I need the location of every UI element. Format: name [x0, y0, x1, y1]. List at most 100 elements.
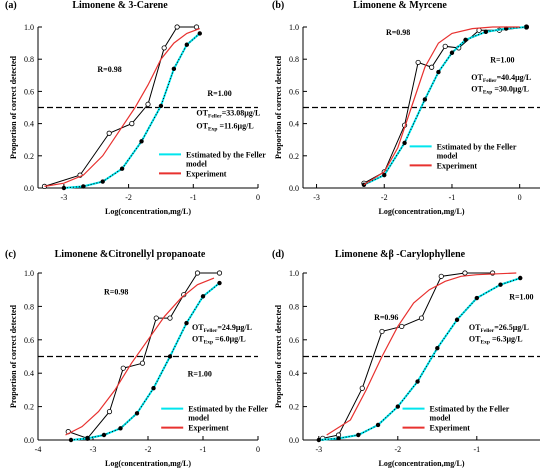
data-point — [356, 432, 361, 438]
data-point — [483, 29, 489, 35]
ot-subscript: Exp — [204, 339, 213, 345]
threshold-annotation: OTFeller=33.08μg/L — [196, 109, 260, 120]
y-tick-label: 0.6 — [24, 336, 34, 345]
data-point — [462, 270, 468, 276]
y-tick-label: 0.4 — [289, 369, 299, 378]
y-tick-label: 0.0 — [289, 436, 299, 445]
series-line — [363, 26, 527, 184]
y-tick-label: 0.8 — [24, 55, 34, 64]
x-tick-label: -2 — [125, 193, 132, 202]
ot-prefix: OT — [196, 121, 208, 130]
data-point — [442, 43, 448, 49]
y-tick-label: 0.0 — [24, 184, 34, 193]
data-point — [217, 280, 222, 286]
legend-label: Estimated by the Feller model — [186, 150, 268, 168]
data-point — [101, 432, 107, 438]
y-tick-label: 0.8 — [289, 302, 299, 311]
y-tick-label: 0.4 — [289, 120, 299, 129]
panel: (a) Limonene & 3-Carene 0.0 0.2 0.4 0.6 0.8 1.0… — [5, 0, 268, 216]
y-tick-label: 1.0 — [289, 269, 299, 278]
ot-value: =11.6μg/L — [217, 121, 253, 130]
data-point — [158, 103, 164, 109]
ot-prefix: OT — [192, 323, 204, 332]
y-tick-label: 1.0 — [24, 23, 34, 32]
ot-subscript: Feller — [204, 328, 218, 334]
threshold-annotation: OTExp =6.0μg/L — [192, 334, 246, 345]
data-point — [161, 45, 167, 51]
ot-value: =40.4μg/L — [497, 73, 532, 82]
data-point — [106, 409, 113, 415]
x-tick-label: -2 — [394, 445, 401, 454]
data-point — [68, 437, 74, 443]
x-axis-label: Log(concentration,mg/L) — [379, 207, 465, 216]
x-axis-label: Log(concentration,mg/L) — [105, 459, 191, 468]
y-axis-label: Proportion of correct detected — [274, 55, 283, 159]
threshold-annotation: OTExp =30.0μg/L — [471, 84, 529, 95]
data-point — [145, 101, 151, 107]
y-tick-label: 0.6 — [289, 87, 299, 96]
panel-label: (c) — [5, 249, 16, 260]
data-point — [151, 386, 156, 391]
legend-label: Experiment — [430, 424, 471, 433]
data-point — [518, 275, 523, 281]
x-axis-label: Log(concentration,mg/L) — [105, 207, 191, 216]
y-tick-label: 0.0 — [289, 184, 299, 193]
annotation: R=0.98 — [386, 28, 410, 37]
data-point — [184, 320, 189, 326]
ot-subscript: Exp — [480, 339, 489, 345]
data-point — [463, 37, 468, 43]
panel-label: (b) — [272, 0, 284, 11]
x-tick-label: 0 — [518, 193, 522, 202]
series-line — [63, 32, 201, 189]
data-point — [193, 24, 200, 30]
panel-label: (a) — [5, 0, 17, 11]
series-dotted-overlay — [318, 277, 521, 441]
x-tick-label: -1 — [473, 445, 480, 454]
data-point — [359, 385, 365, 391]
series-line — [326, 272, 517, 436]
data-point — [106, 130, 112, 136]
annotation: R=1.00 — [188, 370, 212, 379]
data-point — [153, 315, 159, 321]
annotation: R=0.98 — [97, 65, 121, 74]
ot-prefix: OT — [471, 84, 483, 93]
series-dotted-overlay — [70, 282, 220, 441]
panel: (b) Limonene & Myrcene 0.0 0.2 0.4 0.6 0.8 1.0 -… — [272, 0, 540, 216]
data-point — [379, 328, 385, 335]
data-point — [139, 360, 146, 366]
data-point — [422, 97, 428, 102]
threshold-annotation: OTExp =11.6μg/L — [196, 121, 253, 132]
data-point — [61, 185, 67, 191]
data-point — [171, 66, 177, 72]
x-axis-label: Log(concentration,mg/L) — [379, 459, 465, 468]
series-line — [65, 277, 215, 436]
data-point — [375, 422, 381, 428]
ot-subscript: Exp — [483, 89, 492, 95]
data-point — [399, 323, 405, 330]
x-tick-label: -2 — [381, 193, 388, 202]
annotation: R=0.96 — [374, 313, 398, 322]
data-point — [216, 270, 223, 276]
panel-label: (d) — [272, 249, 284, 260]
y-tick-label: 0.2 — [24, 152, 34, 161]
data-point — [402, 140, 407, 146]
ot-value: =30.0μg/L — [492, 84, 529, 93]
panel-title: Limonene & 3-Carene — [72, 0, 168, 11]
data-point — [395, 404, 400, 409]
data-point — [85, 436, 90, 441]
legend-label: Experiment — [437, 161, 478, 170]
series-line — [318, 277, 521, 441]
ot-value: =6.0μg/L — [213, 334, 246, 343]
ot-prefix: OT — [469, 334, 481, 343]
legend-label: Estimated by the Feller model — [188, 405, 270, 423]
data-point — [184, 42, 190, 47]
x-tick-label: -3 — [315, 445, 322, 454]
data-point — [415, 379, 420, 384]
data-point — [382, 172, 387, 178]
data-point — [429, 64, 435, 70]
series-line — [68, 272, 220, 439]
ot-value: =24.9μg/L — [217, 323, 252, 332]
data-point — [454, 317, 460, 322]
data-point — [316, 437, 321, 443]
